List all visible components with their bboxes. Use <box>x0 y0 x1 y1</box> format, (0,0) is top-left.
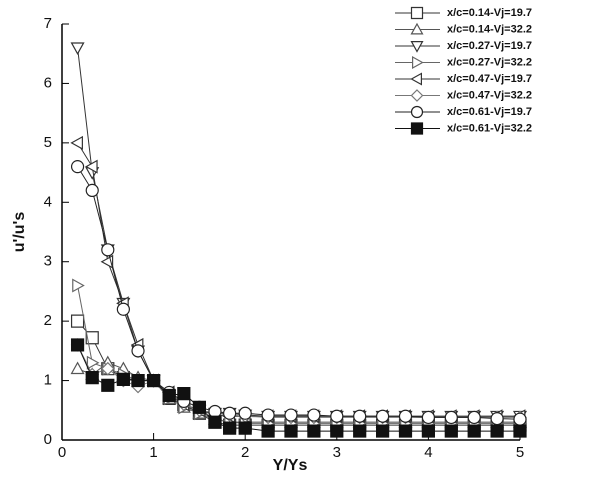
marker <box>84 159 98 174</box>
legend-marker <box>410 41 424 53</box>
legend-label: x/c=0.14-Vj=32.2 <box>447 23 532 35</box>
marker <box>444 410 458 425</box>
legend-label: x/c=0.47-Vj=19.7 <box>447 73 532 85</box>
marker <box>70 42 85 56</box>
legend-label: x/c=0.14-Vj=19.7 <box>447 7 532 19</box>
marker <box>223 406 237 420</box>
marker <box>421 424 435 438</box>
marker <box>376 424 390 438</box>
legend-label: x/c=0.47-Vj=32.2 <box>447 89 532 101</box>
marker <box>513 412 527 426</box>
marker <box>72 278 85 293</box>
marker <box>100 361 115 376</box>
marker <box>131 373 145 388</box>
y-axis-label: u'/u's <box>11 212 28 253</box>
y-tick-label: 6 <box>44 74 52 91</box>
x-tick-label: 2 <box>241 444 249 461</box>
marker <box>490 424 504 438</box>
marker <box>307 424 321 438</box>
marker <box>70 135 83 150</box>
y-tick-label: 5 <box>44 134 52 151</box>
y-tick-label: 2 <box>44 312 52 329</box>
legend-marker <box>412 55 424 70</box>
series-line <box>77 320 520 426</box>
marker <box>421 410 436 425</box>
x-tick-label: 1 <box>149 444 157 461</box>
marker <box>284 424 298 438</box>
marker <box>513 424 527 438</box>
marker <box>238 421 252 435</box>
series-line <box>77 47 520 417</box>
legend-marker <box>410 105 424 119</box>
marker <box>116 302 130 316</box>
marker <box>284 408 298 422</box>
marker <box>375 409 390 423</box>
x-axis-label: Y/Ys <box>273 457 308 474</box>
marker <box>467 424 481 438</box>
legend-marker <box>410 122 424 135</box>
x-tick-label: 0 <box>58 444 66 461</box>
marker <box>70 361 85 375</box>
legend-label: x/c=0.27-Vj=19.7 <box>447 40 532 52</box>
x-tick-label: 5 <box>516 444 524 461</box>
marker <box>70 160 85 174</box>
x-tick-label: 4 <box>424 444 432 461</box>
marker <box>353 409 367 423</box>
legend-marker <box>410 72 422 86</box>
marker <box>398 409 413 423</box>
y-tick-label: 1 <box>44 372 52 389</box>
marker <box>490 412 504 426</box>
marker <box>177 387 191 401</box>
legend-marker <box>410 89 424 102</box>
marker <box>307 408 321 422</box>
marker <box>192 400 206 414</box>
y-tick-label: 0 <box>44 431 52 448</box>
marker <box>101 378 115 392</box>
marker <box>261 408 275 422</box>
legend-label: x/c=0.61-Vj=32.2 <box>447 122 532 134</box>
marker <box>444 424 458 438</box>
marker <box>330 424 344 438</box>
marker <box>147 373 161 388</box>
marker <box>85 183 99 197</box>
marker <box>101 243 115 257</box>
marker <box>467 410 481 425</box>
marker <box>86 355 100 370</box>
marker <box>223 421 237 435</box>
marker <box>330 409 344 423</box>
y-tick-label: 7 <box>44 15 52 32</box>
marker <box>398 424 413 438</box>
marker <box>353 424 367 438</box>
y-tick-label: 3 <box>44 253 52 270</box>
marker <box>70 314 85 328</box>
x-tick-label: 3 <box>333 444 341 461</box>
marker <box>238 406 252 420</box>
marker <box>85 371 99 385</box>
marker <box>162 388 176 403</box>
series-line <box>77 285 520 424</box>
legend-label: x/c=0.61-Vj=19.7 <box>447 106 532 118</box>
legend-label: x/c=0.27-Vj=32.2 <box>447 56 532 68</box>
marker <box>261 424 275 438</box>
marker <box>116 372 130 386</box>
marker <box>208 415 222 429</box>
marker <box>85 331 99 345</box>
marker <box>70 338 85 352</box>
legend-marker <box>410 22 424 35</box>
legend-marker <box>410 6 424 20</box>
y-tick-label: 4 <box>44 193 52 210</box>
marker <box>131 344 145 358</box>
